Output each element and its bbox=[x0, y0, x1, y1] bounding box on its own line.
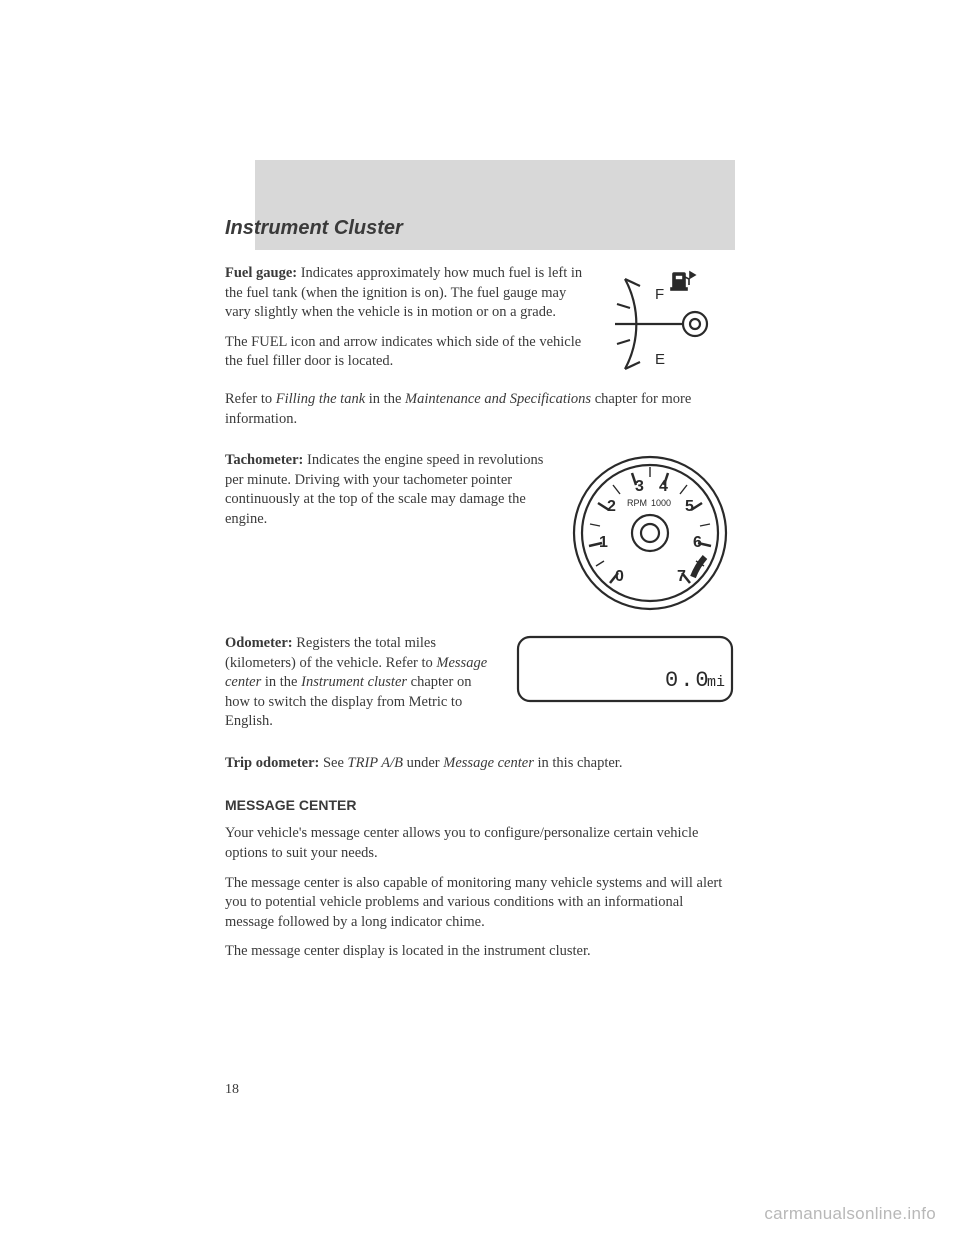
tach-n3: 3 bbox=[635, 478, 644, 495]
fuel-gauge-figure: F E bbox=[605, 264, 735, 384]
odometer-label: Odometer: bbox=[225, 635, 293, 651]
page-container: Instrument Cluster bbox=[0, 0, 960, 972]
fuel-gauge-icon: F E bbox=[605, 264, 735, 384]
watermark-text: carmanualsonline.info bbox=[764, 1204, 936, 1224]
trip-i2: Message center bbox=[443, 755, 534, 771]
tach-n2: 2 bbox=[607, 498, 616, 515]
odometer-figure: 0.0 mi bbox=[515, 634, 735, 709]
tachometer-p: Tachometer: Indicates the engine speed i… bbox=[225, 451, 547, 529]
trip-i1: TRIP A/B bbox=[348, 755, 403, 771]
tach-n1: 1 bbox=[599, 534, 608, 551]
tach-n0: 0 bbox=[615, 568, 624, 585]
odometer-section: 0.0 mi Odometer: Registers the total mil… bbox=[225, 634, 735, 742]
tachometer-figure: 0 1 2 3 4 5 6 7 RPM 1000 bbox=[565, 451, 735, 616]
trip-label: Trip odometer: bbox=[225, 755, 319, 771]
tachometer-label: Tachometer: bbox=[225, 452, 303, 468]
fuel-f-label: F bbox=[655, 286, 664, 303]
mc-p1: Your vehicle's message center allows you… bbox=[225, 824, 735, 863]
refer-mid: in the bbox=[365, 391, 405, 407]
trip-mid: under bbox=[403, 755, 443, 771]
refer-pre: Refer to bbox=[225, 391, 276, 407]
odometer-display-icon: 0.0 mi bbox=[515, 634, 735, 709]
tach-x1000-label: 1000 bbox=[651, 498, 671, 508]
mc-p3: The message center display is located in… bbox=[225, 942, 735, 962]
message-center-heading: MESSAGE CENTER bbox=[225, 796, 735, 815]
refer-i2: Maintenance and Specifications bbox=[405, 391, 591, 407]
odometer-p: Odometer: Registers the total miles (kil… bbox=[225, 634, 497, 732]
fuel-gauge-section: F E Fuel gauge: Indicates approximately … bbox=[225, 264, 735, 439]
mc-p2: The message center is also capable of mo… bbox=[225, 874, 735, 933]
refer-i1: Filling the tank bbox=[276, 391, 365, 407]
tach-rpm-label: RPM bbox=[627, 498, 647, 508]
tachometer-icon: 0 1 2 3 4 5 6 7 RPM 1000 bbox=[565, 451, 735, 616]
odometer-unit: mi bbox=[707, 674, 725, 691]
fuel-gauge-p1: Fuel gauge: Indicates approximately how … bbox=[225, 264, 587, 323]
fuel-gauge-label: Fuel gauge: bbox=[225, 265, 297, 281]
fuel-gauge-p2: The FUEL icon and arrow indicates which … bbox=[225, 333, 587, 372]
page-content: F E Fuel gauge: Indicates approximately … bbox=[225, 250, 735, 972]
odo-mid: in the bbox=[261, 674, 301, 690]
odometer-value: 0.0 bbox=[665, 668, 711, 693]
fuel-e-label: E bbox=[655, 351, 665, 368]
odo-i2: Instrument cluster bbox=[301, 674, 407, 690]
trip-pre: See bbox=[319, 755, 347, 771]
chapter-title: Instrument Cluster bbox=[225, 217, 403, 240]
chapter-header-band: Instrument Cluster bbox=[255, 160, 735, 250]
tach-n7: 7 bbox=[677, 568, 686, 585]
message-center-section: Your vehicle's message center allows you… bbox=[225, 824, 735, 971]
tach-n4: 4 bbox=[659, 478, 668, 495]
trip-post: in this chapter. bbox=[534, 755, 623, 771]
fuel-gauge-refer: Refer to Filling the tank in the Mainten… bbox=[225, 390, 735, 429]
page-number: 18 bbox=[225, 1082, 239, 1098]
trip-odometer-p: Trip odometer: See TRIP A/B under Messag… bbox=[225, 754, 735, 774]
trip-odometer-section: Trip odometer: See TRIP A/B under Messag… bbox=[225, 754, 735, 784]
tachometer-section: 0 1 2 3 4 5 6 7 RPM 1000 Tachometer: Ind… bbox=[225, 451, 735, 622]
tach-n5: 5 bbox=[685, 498, 694, 515]
tach-n6: 6 bbox=[693, 534, 702, 551]
